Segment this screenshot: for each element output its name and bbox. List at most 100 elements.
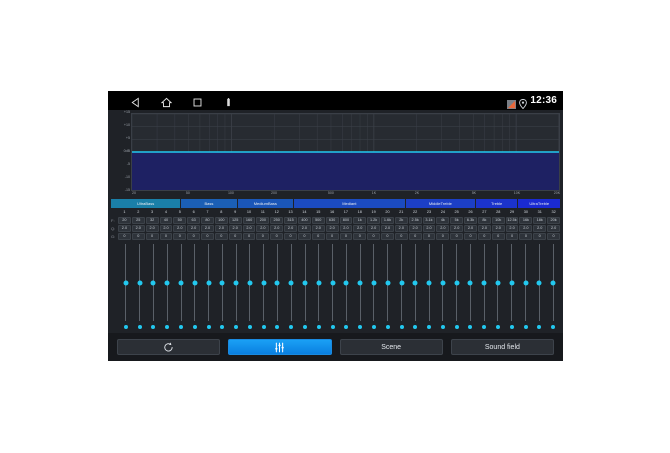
- cell-q[interactable]: 2.0: [159, 225, 173, 232]
- band-label-bass[interactable]: Bass: [181, 199, 237, 208]
- slider-thumb[interactable]: [481, 280, 487, 285]
- cell-frequency[interactable]: 200: [256, 217, 270, 224]
- cell-gain[interactable]: 0: [353, 233, 367, 240]
- slider-indicator-dot[interactable]: [385, 325, 390, 329]
- cell-q[interactable]: 2.0: [353, 225, 367, 232]
- slider-indicator-dot[interactable]: [358, 325, 363, 329]
- cell-q[interactable]: 2.0: [422, 225, 436, 232]
- eq-slider[interactable]: [408, 242, 422, 333]
- slider-thumb[interactable]: [440, 280, 446, 285]
- cell-frequency[interactable]: 10k: [491, 217, 505, 224]
- cell-gain[interactable]: 0: [533, 233, 547, 240]
- equalizer-button[interactable]: [228, 339, 332, 355]
- eq-slider[interactable]: [202, 242, 216, 333]
- slider-indicator-dot[interactable]: [413, 325, 418, 329]
- cell-frequency[interactable]: 1.2k: [367, 217, 381, 224]
- slider-thumb[interactable]: [316, 280, 322, 285]
- slider-thumb[interactable]: [150, 280, 156, 285]
- slider-thumb[interactable]: [399, 280, 405, 285]
- slider-indicator-dot[interactable]: [151, 325, 156, 329]
- cell-frequency[interactable]: 315: [284, 217, 297, 224]
- cell-frequency[interactable]: 32: [145, 217, 159, 224]
- home-icon[interactable]: [160, 95, 173, 108]
- cell-gain[interactable]: 0: [436, 233, 450, 240]
- slider-indicator-dot[interactable]: [344, 325, 349, 329]
- cell-gain[interactable]: 0: [242, 233, 256, 240]
- cell-frequency[interactable]: 2.5k: [408, 217, 422, 224]
- cell-q[interactable]: 2.0: [367, 225, 381, 232]
- recents-icon[interactable]: [192, 95, 203, 107]
- cell-q[interactable]: 2.0: [118, 225, 131, 232]
- cell-frequency[interactable]: 1.6k: [381, 217, 394, 224]
- cell-q[interactable]: 2.0: [547, 225, 560, 232]
- cell-frequency[interactable]: 630: [325, 217, 339, 224]
- cell-q[interactable]: 2.0: [214, 225, 228, 232]
- cell-frequency[interactable]: 800: [339, 217, 353, 224]
- cell-gain[interactable]: 0: [256, 233, 270, 240]
- cell-gain[interactable]: 0: [131, 233, 145, 240]
- cell-gain[interactable]: 0: [422, 233, 436, 240]
- eq-slider[interactable]: [422, 242, 436, 333]
- cell-q[interactable]: 2.0: [201, 225, 214, 232]
- band-label-ultrabass[interactable]: UltraBass: [111, 199, 181, 208]
- slider-thumb[interactable]: [536, 280, 542, 285]
- band-label-mediumbass[interactable]: MediumBass: [237, 199, 293, 208]
- eq-slider[interactable]: [477, 242, 491, 333]
- slider-thumb[interactable]: [123, 280, 129, 285]
- band-label-ultratreble[interactable]: UltraTreble: [518, 199, 560, 208]
- cell-gain[interactable]: 0: [339, 233, 353, 240]
- cell-frequency[interactable]: 80: [201, 217, 214, 224]
- slider-indicator-dot[interactable]: [454, 325, 459, 329]
- eq-slider[interactable]: [229, 242, 243, 333]
- eq-slider[interactable]: [133, 242, 147, 333]
- cell-gain[interactable]: 0: [228, 233, 242, 240]
- cell-gain[interactable]: 0: [159, 233, 173, 240]
- slider-indicator-dot[interactable]: [482, 325, 487, 329]
- slider-thumb[interactable]: [467, 280, 473, 285]
- cell-frequency[interactable]: 50: [173, 217, 187, 224]
- slider-indicator-dot[interactable]: [179, 325, 184, 329]
- band-label-treble[interactable]: Treble: [475, 199, 518, 208]
- cell-gain[interactable]: 0: [325, 233, 339, 240]
- cell-frequency[interactable]: 4k: [436, 217, 450, 224]
- cell-q[interactable]: 2.0: [491, 225, 505, 232]
- cell-q[interactable]: 2.0: [450, 225, 464, 232]
- cell-gain[interactable]: 0: [201, 233, 214, 240]
- slider-indicator-dot[interactable]: [495, 325, 500, 329]
- cell-q[interactable]: 2.0: [394, 225, 408, 232]
- cell-q[interactable]: 2.0: [187, 225, 201, 232]
- slider-thumb[interactable]: [288, 280, 294, 285]
- slider-indicator-dot[interactable]: [123, 325, 128, 329]
- cell-q[interactable]: 2.0: [311, 225, 325, 232]
- eq-slider[interactable]: [271, 242, 285, 333]
- slider-indicator-dot[interactable]: [551, 325, 556, 329]
- slider-indicator-dot[interactable]: [316, 325, 321, 329]
- eq-slider[interactable]: [326, 242, 340, 333]
- cell-q[interactable]: 2.0: [381, 225, 394, 232]
- slider-indicator-dot[interactable]: [427, 325, 432, 329]
- slider-indicator-dot[interactable]: [330, 325, 335, 329]
- cell-frequency[interactable]: 5k: [450, 217, 464, 224]
- slider-thumb[interactable]: [178, 280, 184, 285]
- cell-gain[interactable]: 0: [173, 233, 187, 240]
- cell-q[interactable]: 2.0: [436, 225, 450, 232]
- cell-gain[interactable]: 0: [118, 233, 131, 240]
- cell-gain[interactable]: 0: [297, 233, 311, 240]
- cell-gain[interactable]: 0: [491, 233, 505, 240]
- cell-gain[interactable]: 0: [284, 233, 297, 240]
- slider-thumb[interactable]: [426, 280, 432, 285]
- slider-thumb[interactable]: [523, 280, 529, 285]
- slider-indicator-dot[interactable]: [206, 325, 211, 329]
- slider-indicator-dot[interactable]: [289, 325, 294, 329]
- cell-gain[interactable]: 0: [519, 233, 533, 240]
- eq-slider[interactable]: [147, 242, 161, 333]
- eq-slider[interactable]: [381, 242, 395, 333]
- slider-indicator-dot[interactable]: [523, 325, 528, 329]
- cell-frequency[interactable]: 18k: [533, 217, 547, 224]
- slider-thumb[interactable]: [371, 280, 377, 285]
- slider-thumb[interactable]: [454, 280, 460, 285]
- slider-indicator-dot[interactable]: [303, 325, 308, 329]
- cell-frequency[interactable]: 160: [242, 217, 256, 224]
- cell-frequency[interactable]: 16k: [519, 217, 533, 224]
- cell-gain[interactable]: 0: [187, 233, 201, 240]
